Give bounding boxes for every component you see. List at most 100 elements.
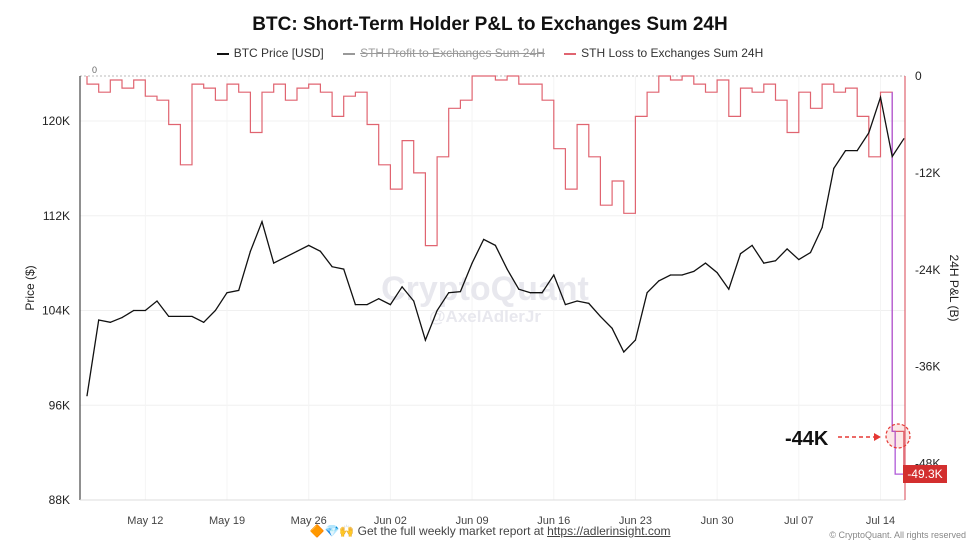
y-tick-right: 0: [915, 69, 922, 83]
price-point: [611, 327, 613, 329]
price-point: [681, 274, 683, 276]
y-axis-left-label: Price ($): [23, 265, 37, 310]
price-point: [471, 262, 473, 264]
price-point: [903, 138, 905, 140]
price-point: [541, 292, 543, 294]
price-point: [506, 268, 508, 270]
price-point: [716, 272, 718, 274]
price-point: [203, 321, 205, 323]
x-tick: Jul 07: [784, 515, 813, 527]
watermark-brand: CryptoQuant: [381, 270, 589, 308]
price-point: [109, 321, 111, 323]
footer-link[interactable]: https://adlerinsight.com: [547, 524, 671, 538]
price-point: [553, 274, 555, 276]
y-tick-right: -24K: [915, 263, 940, 277]
price-point: [179, 315, 181, 318]
legend-item-profit[interactable]: STH Profit to Exchanges Sum 24H: [343, 46, 545, 60]
price-point: [751, 244, 753, 246]
callout-arrowhead: [874, 433, 881, 441]
price-point: [424, 339, 427, 341]
price-point: [774, 260, 777, 262]
price-point: [833, 167, 835, 169]
price-point: [156, 300, 158, 302]
x-tick: May 12: [127, 515, 163, 527]
price-point: [728, 288, 730, 290]
price-point: [319, 250, 321, 252]
price-point: [809, 251, 812, 254]
x-tick: Jun 16: [537, 515, 570, 527]
last-value-text: -49.3K: [907, 467, 942, 481]
price-point: [646, 292, 648, 294]
price-point: [564, 303, 567, 306]
footer: 🔶💎🙌 Get the full weekly market report at…: [0, 524, 980, 538]
legend-label: STH Profit to Exchanges Sum 24H: [360, 46, 545, 60]
legend: BTC Price [USD] STH Profit to Exchanges …: [0, 46, 980, 60]
y-tick-left: 96K: [49, 398, 70, 412]
price-point: [86, 395, 88, 397]
callout-circle: [885, 423, 911, 449]
legend-label: STH Loss to Exchanges Sum 24H: [581, 46, 764, 60]
price-point: [588, 302, 590, 304]
price-point: [798, 258, 800, 261]
price-point: [483, 238, 485, 241]
last-value-badge: [903, 465, 947, 483]
price-point: [366, 303, 368, 306]
price-point: [529, 292, 532, 294]
price-point: [238, 289, 240, 291]
price-point: [378, 298, 380, 300]
price-point: [786, 248, 788, 250]
price-point: [284, 256, 286, 258]
price-point: [401, 286, 403, 288]
price-point: [821, 226, 823, 229]
price-point: [214, 309, 216, 312]
price-point: [249, 250, 251, 252]
price-point: [879, 96, 882, 98]
price-point: [739, 253, 742, 255]
price-point: [494, 244, 497, 246]
price-point: [389, 303, 391, 306]
x-tick: Jul 14: [866, 515, 895, 527]
y-tick-right: -36K: [915, 360, 940, 374]
legend-item-loss[interactable]: STH Loss to Exchanges Sum 24H: [564, 46, 763, 60]
price-point: [518, 288, 520, 290]
x-tick: Jun 30: [701, 515, 734, 527]
x-tick: May 19: [209, 515, 245, 527]
price-point: [331, 266, 333, 268]
price-point: [168, 315, 170, 318]
price-point: [658, 280, 660, 282]
price-point: [413, 300, 415, 302]
price-point: [576, 300, 578, 302]
x-tick: Jun 23: [619, 515, 652, 527]
y-tick-left: 88K: [49, 493, 70, 507]
price-point: [273, 262, 275, 264]
x-tick: Jun 02: [374, 515, 407, 527]
y-tick-right: -12K: [915, 166, 940, 180]
y-tick-left: 104K: [42, 304, 70, 318]
zero-label: 0: [92, 65, 97, 75]
price-point: [261, 221, 263, 223]
price-point: [133, 309, 135, 312]
price-point: [856, 150, 858, 152]
price-point: [844, 150, 847, 152]
price-point: [891, 155, 893, 158]
footer-emoji: 🔶💎🙌: [309, 524, 355, 538]
price-point: [121, 317, 123, 319]
price-point: [669, 274, 672, 276]
x-tick: May 26: [291, 515, 327, 527]
loss-line: [86, 75, 905, 475]
price-point: [354, 303, 356, 306]
price-point: [868, 132, 870, 134]
price-point: [98, 319, 100, 321]
price-point: [448, 292, 450, 294]
callout-label: -44K: [785, 428, 829, 450]
price-point: [693, 270, 695, 273]
legend-item-price[interactable]: BTC Price [USD]: [216, 46, 324, 60]
watermark-handle: @AxelAdlerJr: [429, 307, 541, 326]
price-point: [226, 292, 228, 294]
loss-line-latest: [891, 92, 904, 475]
copyright: © CryptoQuant. All rights reserved: [829, 530, 966, 540]
price-point: [191, 315, 193, 318]
price-point: [623, 351, 625, 353]
